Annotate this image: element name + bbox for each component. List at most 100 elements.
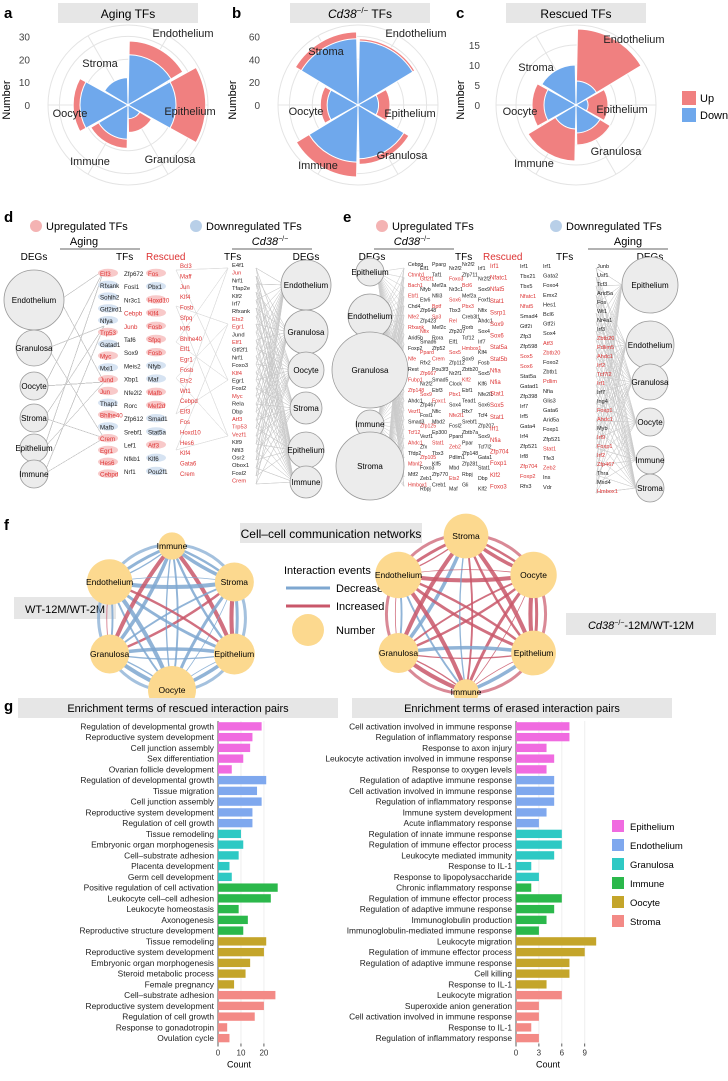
rescued-tf-label: Fosb [180, 368, 194, 374]
term-label: Embryonic organ morphogenesis [91, 958, 214, 968]
deg-node-label: Endothelium [348, 312, 393, 321]
tf-label: Tcf3 [597, 282, 607, 288]
tf-label: Atf3 [543, 341, 553, 347]
bar-endothelium [516, 808, 547, 817]
rescued-tf-label: Sox9 [490, 322, 504, 328]
tf-label: Fosb [148, 350, 162, 357]
tf-label: Irf3 [597, 327, 605, 333]
tf-label: Klf2 [462, 378, 471, 384]
tf-label: Irf4 [520, 434, 528, 440]
tf-label: Ahdc1 [597, 354, 613, 360]
polar-category-label: Granulosa [591, 146, 643, 158]
tf-label: Atf3 [232, 417, 242, 423]
network-edge [47, 347, 105, 439]
x-tick-label: 6 [560, 1049, 565, 1058]
network-edge [595, 375, 637, 461]
tf-label: Trp53 [100, 330, 116, 337]
deg-node-label: Epithelium [287, 446, 325, 455]
deg-node-label: Stroma [293, 404, 319, 413]
tf-node [146, 466, 166, 476]
bar-stroma [516, 1001, 539, 1011]
bar-immune [218, 915, 248, 925]
tf-label: Sox9 [462, 357, 474, 363]
deg-node-label: Immune [20, 470, 49, 479]
network-edge [255, 355, 295, 483]
term-label: Ovarian follicle development [109, 764, 215, 774]
tf-label: Mxi1 [100, 365, 114, 372]
network-edge [595, 284, 623, 287]
tf-label: Irf1 [478, 266, 486, 272]
network-edge [595, 421, 637, 440]
tf-label: Nfe2l1 [478, 392, 493, 398]
tf-label: Pdlim [543, 379, 557, 385]
tf-label: Zfp148 [462, 451, 478, 457]
deg-node [289, 391, 323, 425]
tf-label: Irf8 [520, 454, 528, 460]
tf-label: Irf1 [597, 381, 605, 387]
tf-label: Bhlhe40 [100, 413, 123, 420]
network-edge [595, 474, 637, 489]
deg-node-label: Epithelium [15, 444, 53, 453]
term-label: Regulation of adaptive immune response [360, 958, 513, 968]
panel-letter-a: a [4, 5, 13, 22]
rescued-tf-label: Nfia [490, 380, 501, 386]
tf-label: Thra [597, 471, 609, 477]
network-edge [255, 267, 286, 286]
g-left-title-strip [18, 698, 338, 718]
network-edge [595, 447, 637, 461]
network-node-endothelium [86, 559, 133, 605]
deg-node [15, 329, 53, 367]
network-edge [255, 331, 289, 389]
tf-label: Taf6 [124, 337, 136, 344]
tf-label: Rest [408, 367, 419, 373]
tf-label: Fosl1 [124, 284, 140, 291]
tf-label: Klf6 [148, 456, 159, 463]
panel-d-network-content: Endothelium Granulosa Oocyte Stroma Epitheli… [3, 259, 332, 499]
bar-stroma [516, 1023, 532, 1032]
rescued-tf-label: Klf4 [180, 295, 191, 301]
tf-label: Nrf1 [124, 469, 136, 476]
tf-label: Myc [100, 354, 111, 361]
tf-label: Foxp1 [597, 444, 613, 450]
tf-label: Creb3l1 [462, 315, 480, 321]
polar-tick-label: 20 [249, 78, 261, 89]
network-edge [43, 269, 105, 387]
tf-label: Tcf7l2 [597, 372, 612, 378]
network-node-oocyte [510, 551, 557, 599]
tf-label: Tead1 [462, 399, 476, 405]
tf-label: Osr2 [232, 456, 245, 462]
tf-label: Stat1 [432, 441, 444, 447]
tf-label: Zeb1 [420, 476, 432, 482]
network-edge [595, 402, 637, 423]
network-node-epithelium [511, 630, 556, 676]
deg-node [289, 465, 323, 499]
tf-label: Glis3 [543, 398, 556, 404]
tf-label: Meis2 [124, 363, 141, 370]
polar-category-label: Endothelium [152, 28, 213, 40]
rescued-tf-label: Irf1 [490, 426, 499, 432]
tf-label: Clock [449, 382, 462, 388]
rescued-tf-label: Foxo3 [490, 484, 507, 490]
tf-label: Klf4 [232, 371, 243, 377]
network-edge [255, 387, 295, 483]
term-label: Cell activation involved in immune respo… [349, 721, 512, 731]
bar-epithelium [516, 754, 555, 763]
rescued-tf-label: Cebpd [180, 399, 198, 405]
network-edge [255, 419, 295, 483]
tf-label: Xbp1 [124, 377, 139, 384]
legend-swatch-stroma [612, 915, 624, 927]
tf-label: Irf1 [520, 264, 528, 270]
network-edge [255, 403, 295, 483]
network-edge [175, 323, 229, 379]
polar-bar-down-immune [554, 104, 577, 130]
term-label: Cell killing [474, 969, 512, 979]
tf-label: Zbtb7a [462, 430, 478, 436]
tf-label: Pbx3 [462, 304, 474, 310]
tf-label: Pdlim1 [449, 455, 465, 461]
polar-tick-label: 0 [24, 101, 30, 112]
term-label: Positive regulation of cell activation [84, 883, 215, 893]
term-label: Response to axon injury [422, 743, 513, 753]
tf-label: Sox9 [478, 287, 490, 293]
tf-label: Zfp207 [478, 424, 494, 430]
rescued-tf-label: Klf4 [180, 451, 191, 457]
